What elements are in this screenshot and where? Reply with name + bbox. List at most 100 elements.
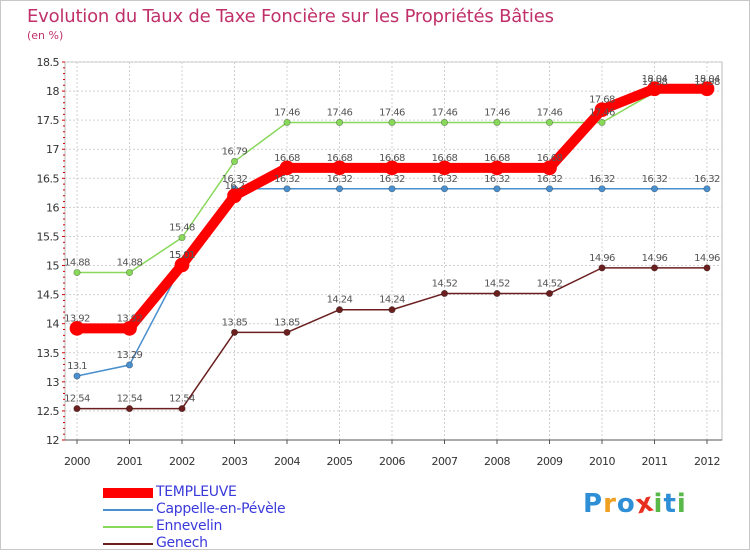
data-label: 17.46 <box>589 107 615 118</box>
legend-label: Cappelle-en-Pévèle <box>156 501 286 517</box>
data-label: 16.68 <box>432 153 458 164</box>
data-label: 14.52 <box>537 278 563 289</box>
proxiti-logo: Proxiti <box>583 487 687 520</box>
data-point <box>489 160 505 176</box>
legend-swatch <box>103 509 153 511</box>
data-point <box>178 234 186 242</box>
data-point <box>703 264 711 272</box>
logo-letter: t <box>663 489 677 519</box>
data-label: 16.32 <box>537 174 563 185</box>
data-label: 15.01 <box>169 250 195 261</box>
data-point <box>493 289 501 298</box>
y-tick-label: 17 <box>46 143 59 156</box>
data-label: 15.01 <box>169 250 195 261</box>
data-point <box>125 268 134 277</box>
axes: 12 12.5 13 13.5 14 14.5 15 15.5 16 16.5 17 17.5 18 18… <box>37 56 722 468</box>
data-point <box>545 185 554 193</box>
y-tick-label: 12.5 <box>37 405 60 418</box>
legend-label: Ennevelin <box>156 518 223 534</box>
x-tick-label: 2010 <box>589 455 615 468</box>
data-point <box>73 405 81 413</box>
data-point <box>73 268 81 277</box>
data-point <box>178 405 186 413</box>
data-label: 16.68 <box>379 153 405 164</box>
data-point <box>335 185 344 193</box>
data-point <box>440 185 449 193</box>
data-label: 16.68 <box>274 153 300 164</box>
data-labels: 12.54 12.54 12.54 13.85 13.85 14.24 14.24 14.52… <box>64 74 720 405</box>
data-point <box>647 81 662 97</box>
data-label: 16.32 <box>694 174 720 185</box>
data-point <box>227 188 242 204</box>
data-label: 14.96 <box>589 253 615 264</box>
data-point <box>388 118 396 127</box>
data-label: 12.54 <box>169 394 195 405</box>
data-label: 16.32 <box>274 174 300 185</box>
data-point <box>598 185 606 193</box>
data-point <box>283 118 291 127</box>
data-point <box>335 118 344 127</box>
data-label: 17.46 <box>274 107 300 118</box>
y-tick-label: 18.5 <box>37 56 60 69</box>
data-point <box>598 118 606 127</box>
data-point <box>440 118 449 127</box>
x-tick-label: 2008 <box>484 455 510 468</box>
data-point <box>703 185 711 193</box>
chart-title: Evolution du Taux de Taxe Foncière sur l… <box>27 6 554 27</box>
x-tick-label: 2003 <box>222 455 248 468</box>
data-label: 13.29 <box>117 350 143 361</box>
x-tick-label: 2000 <box>64 455 90 468</box>
data-label: 13.85 <box>274 317 300 328</box>
data-point <box>283 185 291 193</box>
data-point <box>125 361 134 369</box>
data-label: 16.32 <box>327 174 353 185</box>
legend-label: TEMPLEUVE <box>156 484 237 500</box>
y-axis-unit: (en %) <box>27 29 64 42</box>
data-label: 14.88 <box>117 258 143 269</box>
data-point <box>598 264 606 272</box>
data-label: 17.98 <box>694 77 720 88</box>
data-label: 17.46 <box>484 107 510 118</box>
x-tick-label: 2007 <box>432 455 458 468</box>
y-tick-label: 18 <box>46 85 59 98</box>
data-point <box>650 264 659 272</box>
data-label: 17.46 <box>537 107 563 118</box>
data-label: 17.46 <box>432 107 458 118</box>
data-label: 16.68 <box>484 153 510 164</box>
data-point <box>388 185 396 193</box>
logo-letter: i <box>676 489 687 519</box>
data-point <box>125 405 134 413</box>
data-label: 12.54 <box>117 394 143 405</box>
data-point <box>283 328 291 336</box>
data-label: 13.92 <box>64 313 90 324</box>
legend-swatch <box>103 543 153 545</box>
x-tick-label: 2002 <box>169 455 195 468</box>
y-tick-label: 15.5 <box>37 230 60 243</box>
data-point <box>440 289 449 298</box>
y-tick-label: 17.5 <box>37 114 60 127</box>
data-label: 16.68 <box>537 153 563 164</box>
legend-swatch <box>103 488 153 498</box>
data-label: 14.24 <box>379 295 405 306</box>
data-point <box>69 320 85 336</box>
data-point <box>594 102 610 118</box>
data-label: 16.2 <box>225 181 245 192</box>
data-point <box>437 160 452 176</box>
data-label: 18.04 <box>642 74 668 85</box>
logo-letter: o <box>616 489 636 519</box>
data-label: 16.32 <box>484 174 510 185</box>
data-label: 17.68 <box>589 95 615 106</box>
data-point <box>230 157 239 165</box>
data-label: 13.85 <box>222 317 248 328</box>
x-tick-label: 2006 <box>379 455 405 468</box>
data-label: 14.88 <box>64 258 90 269</box>
data-label: 18.04 <box>694 74 720 85</box>
x-tick-label: 2012 <box>694 455 720 468</box>
x-tick-label: 2011 <box>642 455 668 468</box>
data-point <box>73 372 81 380</box>
data-label: 15.48 <box>169 223 195 234</box>
data-point <box>542 160 557 176</box>
y-tick-label: 14 <box>46 318 59 331</box>
data-point <box>122 320 137 336</box>
data-point <box>699 81 715 97</box>
